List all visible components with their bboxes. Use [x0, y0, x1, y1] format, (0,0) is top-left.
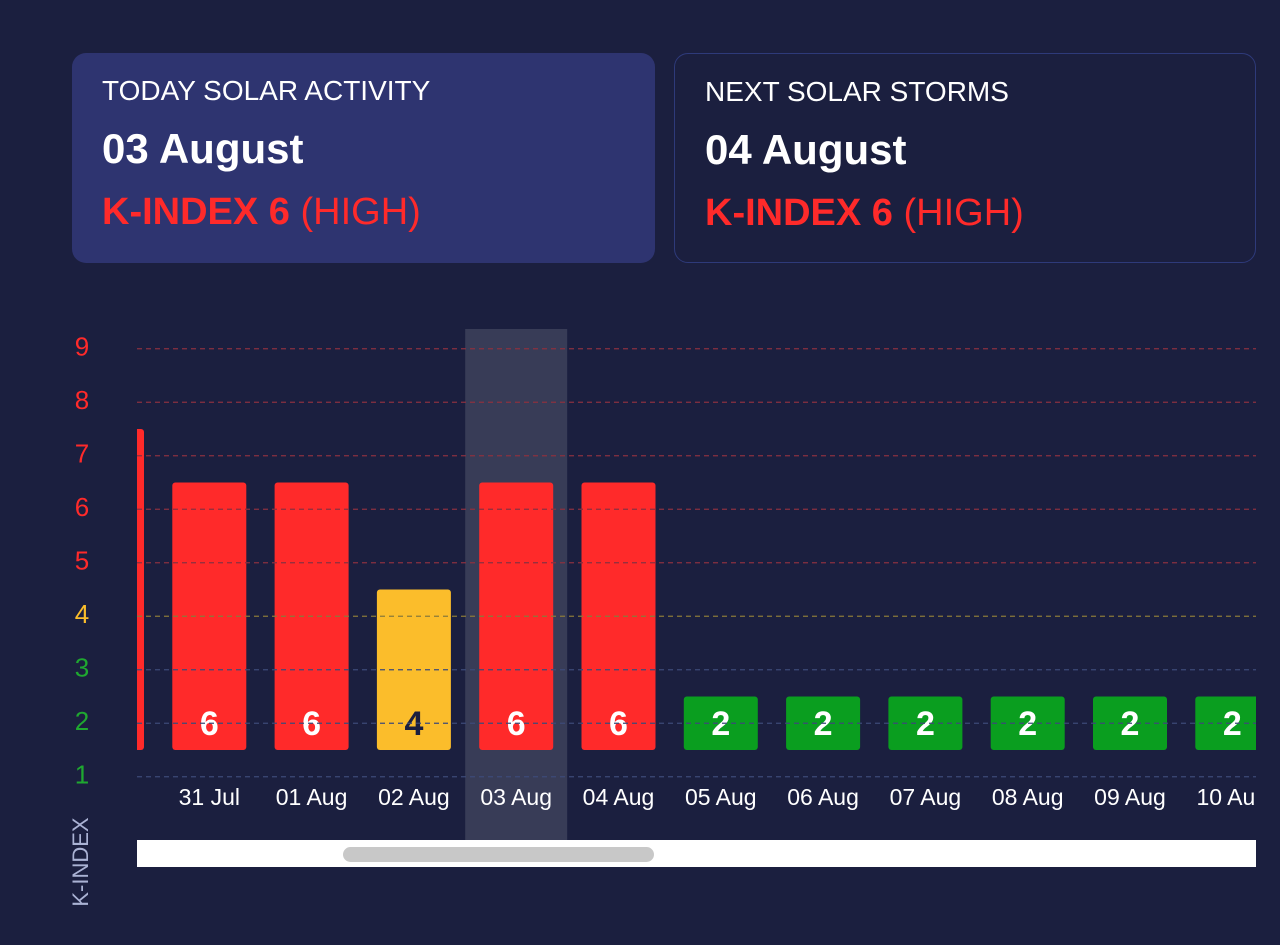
- bar: [1195, 696, 1256, 750]
- next-card: NEXT SOLAR STORMS 04 August K-INDEX 6 (H…: [674, 53, 1256, 263]
- bar: [683, 696, 758, 750]
- data-label: 2: [916, 705, 935, 743]
- bar: [376, 589, 451, 750]
- data-label: 2: [1018, 705, 1037, 743]
- bar: [990, 696, 1065, 750]
- x-tick-label: 03 Aug: [480, 784, 552, 810]
- card-date: 03 August: [102, 125, 304, 172]
- card-label: TODAY SOLAR ACTIVITY: [102, 75, 431, 106]
- y-axis-label: K-INDEX: [68, 817, 93, 907]
- card-index: K-INDEX 6 (HIGH): [102, 191, 625, 234]
- index-value: K-INDEX 6: [705, 192, 893, 234]
- data-label: 6: [200, 705, 219, 743]
- data-label: 6: [302, 705, 321, 743]
- x-tick-label: 01 Aug: [276, 784, 348, 810]
- data-label: 2: [711, 705, 730, 743]
- bar: [888, 696, 963, 750]
- scrollbar-thumb[interactable]: [343, 847, 654, 862]
- y-tick-label: 5: [75, 546, 89, 576]
- x-tick-label: 10 Aug: [1196, 784, 1268, 810]
- y-tick-label: 4: [75, 599, 89, 629]
- x-tick-label: 04 Aug: [583, 784, 655, 810]
- x-tick-label: 05 Aug: [685, 784, 757, 810]
- y-tick-label: 6: [75, 492, 89, 522]
- today-card: TODAY SOLAR ACTIVITY 03 August K-INDEX 6…: [72, 53, 655, 263]
- index-level: (HIGH): [903, 192, 1024, 234]
- index-level: (HIGH): [300, 191, 421, 233]
- data-label: 2: [814, 705, 833, 743]
- y-tick-label: 8: [75, 385, 89, 415]
- x-tick-label: 08 Aug: [992, 784, 1064, 810]
- x-tick-label: 31 Jul: [179, 784, 240, 810]
- y-tick-label: 9: [75, 332, 89, 362]
- x-tick-label: 09 Aug: [1094, 784, 1166, 810]
- data-label: 2: [1121, 705, 1140, 743]
- data-label: 7: [98, 705, 117, 743]
- y-tick-label: 1: [75, 760, 89, 790]
- data-label: 2: [1223, 705, 1242, 743]
- x-tick-label: 02 Aug: [378, 784, 450, 810]
- x-tick-label: 06 Aug: [787, 784, 859, 810]
- y-tick-label: 2: [75, 706, 89, 736]
- scrollbar[interactable]: [137, 840, 1256, 867]
- data-label: 6: [609, 705, 628, 743]
- card-index: K-INDEX 6 (HIGH): [705, 192, 1225, 235]
- card-date: 04 August: [705, 126, 907, 173]
- plot-area: 7 31 Jul 6 01 Aug 6 02 Aug 4 03 Aug 6 04 Aug 6 05 A…: [98, 329, 1268, 840]
- y-tick-label: 7: [75, 439, 89, 469]
- card-label: NEXT SOLAR STORMS: [705, 76, 1009, 107]
- index-value: K-INDEX 6: [102, 191, 290, 233]
- y-tick-label: 3: [75, 653, 89, 683]
- x-tick-label: 07 Aug: [890, 784, 962, 810]
- bar: [137, 429, 144, 750]
- data-label: 6: [507, 705, 526, 743]
- data-label: 4: [404, 705, 423, 743]
